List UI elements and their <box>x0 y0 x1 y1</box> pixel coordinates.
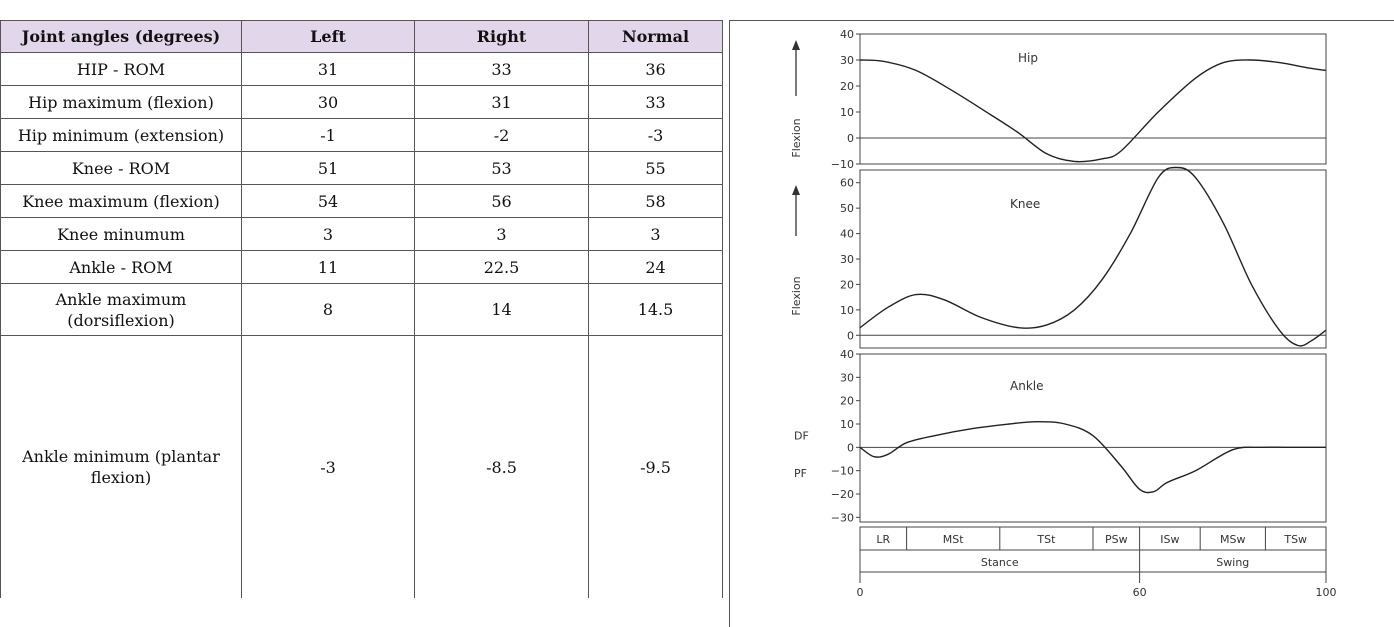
knee-angle-line <box>859 166 1327 347</box>
header-joint-angles: Joint angles (degrees) <box>0 20 242 53</box>
y-tick-label: −10 <box>831 158 854 171</box>
y-tick-label: 30 <box>840 371 854 384</box>
y-tick-label: 30 <box>840 54 854 67</box>
chart-frame <box>859 169 1327 349</box>
cell-right: 14 <box>414 283 589 336</box>
table-row: Ankle maximum (dorsiflexion) 8 14 14.5 <box>0 283 723 336</box>
table-row: Knee minumum 3 3 3 <box>0 217 723 251</box>
cell-right: 3 <box>414 217 589 251</box>
row-label: Hip minimum (extension) <box>0 118 242 152</box>
ankle-angle-line <box>859 420 1326 494</box>
arrow-up-icon <box>792 40 800 50</box>
cell-left: 30 <box>241 85 415 119</box>
y-axis-label: Flexion <box>790 118 803 157</box>
cell-left: 8 <box>241 283 415 336</box>
cell-left: 3 <box>241 217 415 251</box>
row-label: Knee minumum <box>0 217 242 251</box>
joint-angles-table: Joint angles (degrees) Left Right Normal… <box>0 20 723 598</box>
y-tick-label: 20 <box>840 395 854 408</box>
cell-left: -3 <box>241 335 415 598</box>
arrow-up-icon <box>792 185 800 195</box>
cell-right: -8.5 <box>414 335 589 598</box>
y-tick-label: 10 <box>840 304 854 317</box>
table-row: HIP - ROM 31 33 36 <box>0 52 723 86</box>
cell-right: 56 <box>414 184 589 218</box>
hip-angle-line <box>859 59 1327 163</box>
chart-title: Ankle <box>1010 379 1043 393</box>
y-tick-label: 20 <box>840 278 854 291</box>
cell-normal: 24 <box>588 250 723 284</box>
table-header-row: Joint angles (degrees) Left Right Normal <box>0 20 723 53</box>
y-tick-label: 60 <box>840 177 854 190</box>
y-tick-label: 50 <box>840 202 854 215</box>
cell-left: 11 <box>241 250 415 284</box>
phase-label: PSw <box>1105 533 1128 546</box>
row-label: Hip maximum (flexion) <box>0 85 242 119</box>
figure-cell <box>729 20 1394 627</box>
row-label: HIP - ROM <box>0 52 242 86</box>
axis-tag-df: DF <box>794 430 809 443</box>
header-normal: Normal <box>588 20 723 53</box>
table-row: Knee - ROM 51 53 55 <box>0 151 723 185</box>
y-tick-label: 0 <box>847 329 854 342</box>
y-axis-label: Flexion <box>790 276 803 315</box>
y-tick-label: 40 <box>840 28 854 41</box>
cell-normal: 58 <box>588 184 723 218</box>
cell-normal: 33 <box>588 85 723 119</box>
row-label: Ankle maximum (dorsiflexion) <box>0 283 242 336</box>
chart-title: Hip <box>1018 51 1038 65</box>
phase-label: MSw <box>1220 533 1245 546</box>
phase-label: LR <box>876 533 890 546</box>
period-label: Stance <box>981 556 1019 569</box>
y-tick-label: 0 <box>847 132 854 145</box>
chart-title: Knee <box>1010 197 1040 211</box>
cell-normal: 14.5 <box>588 283 723 336</box>
phase-label: TSt <box>1036 533 1056 546</box>
y-tick-label: 30 <box>840 253 854 266</box>
y-tick-label: 40 <box>840 348 854 361</box>
table-row: Ankle minimum (plantar flexion) -3 -8.5 … <box>0 335 723 598</box>
row-label: Ankle minimum (plantar flexion) <box>0 335 242 598</box>
cell-right: 53 <box>414 151 589 185</box>
phase-label: TSw <box>1283 533 1307 546</box>
chart-frame <box>859 353 1327 523</box>
cell-normal: -9.5 <box>588 335 723 598</box>
cell-right: 31 <box>414 85 589 119</box>
y-tick-label: 10 <box>840 418 854 431</box>
table-row: Hip maximum (flexion) 30 31 33 <box>0 85 723 119</box>
y-tick-label: 0 <box>847 441 854 454</box>
x-tick-label: 60 <box>1133 586 1147 599</box>
row-label: Ankle - ROM <box>0 250 242 284</box>
cell-left: 31 <box>241 52 415 86</box>
y-tick-label: 40 <box>840 228 854 241</box>
cell-normal: 36 <box>588 52 723 86</box>
phase-label: ISw <box>1160 533 1179 546</box>
y-tick-label: −10 <box>831 465 854 478</box>
y-tick-label: 10 <box>840 106 854 119</box>
y-tick-label: 20 <box>840 80 854 93</box>
cell-right: -2 <box>414 118 589 152</box>
table-row: Ankle - ROM 11 22.5 24 <box>0 250 723 284</box>
cell-right: 22.5 <box>414 250 589 284</box>
cell-left: 51 <box>241 151 415 185</box>
period-label: Swing <box>1216 556 1249 569</box>
y-tick-label: −20 <box>831 488 854 501</box>
phase-label: MSt <box>943 533 964 546</box>
x-tick-label: 100 <box>1316 586 1337 599</box>
axis-tag-pf: PF <box>794 467 807 480</box>
table-row: Hip minimum (extension) -1 -2 -3 <box>0 118 723 152</box>
x-tick-label: 0 <box>857 586 864 599</box>
cell-right: 33 <box>414 52 589 86</box>
chart-frame <box>859 33 1327 165</box>
table-row: Knee maximum (flexion) 54 56 58 <box>0 184 723 218</box>
y-tick-label: −30 <box>831 511 854 524</box>
